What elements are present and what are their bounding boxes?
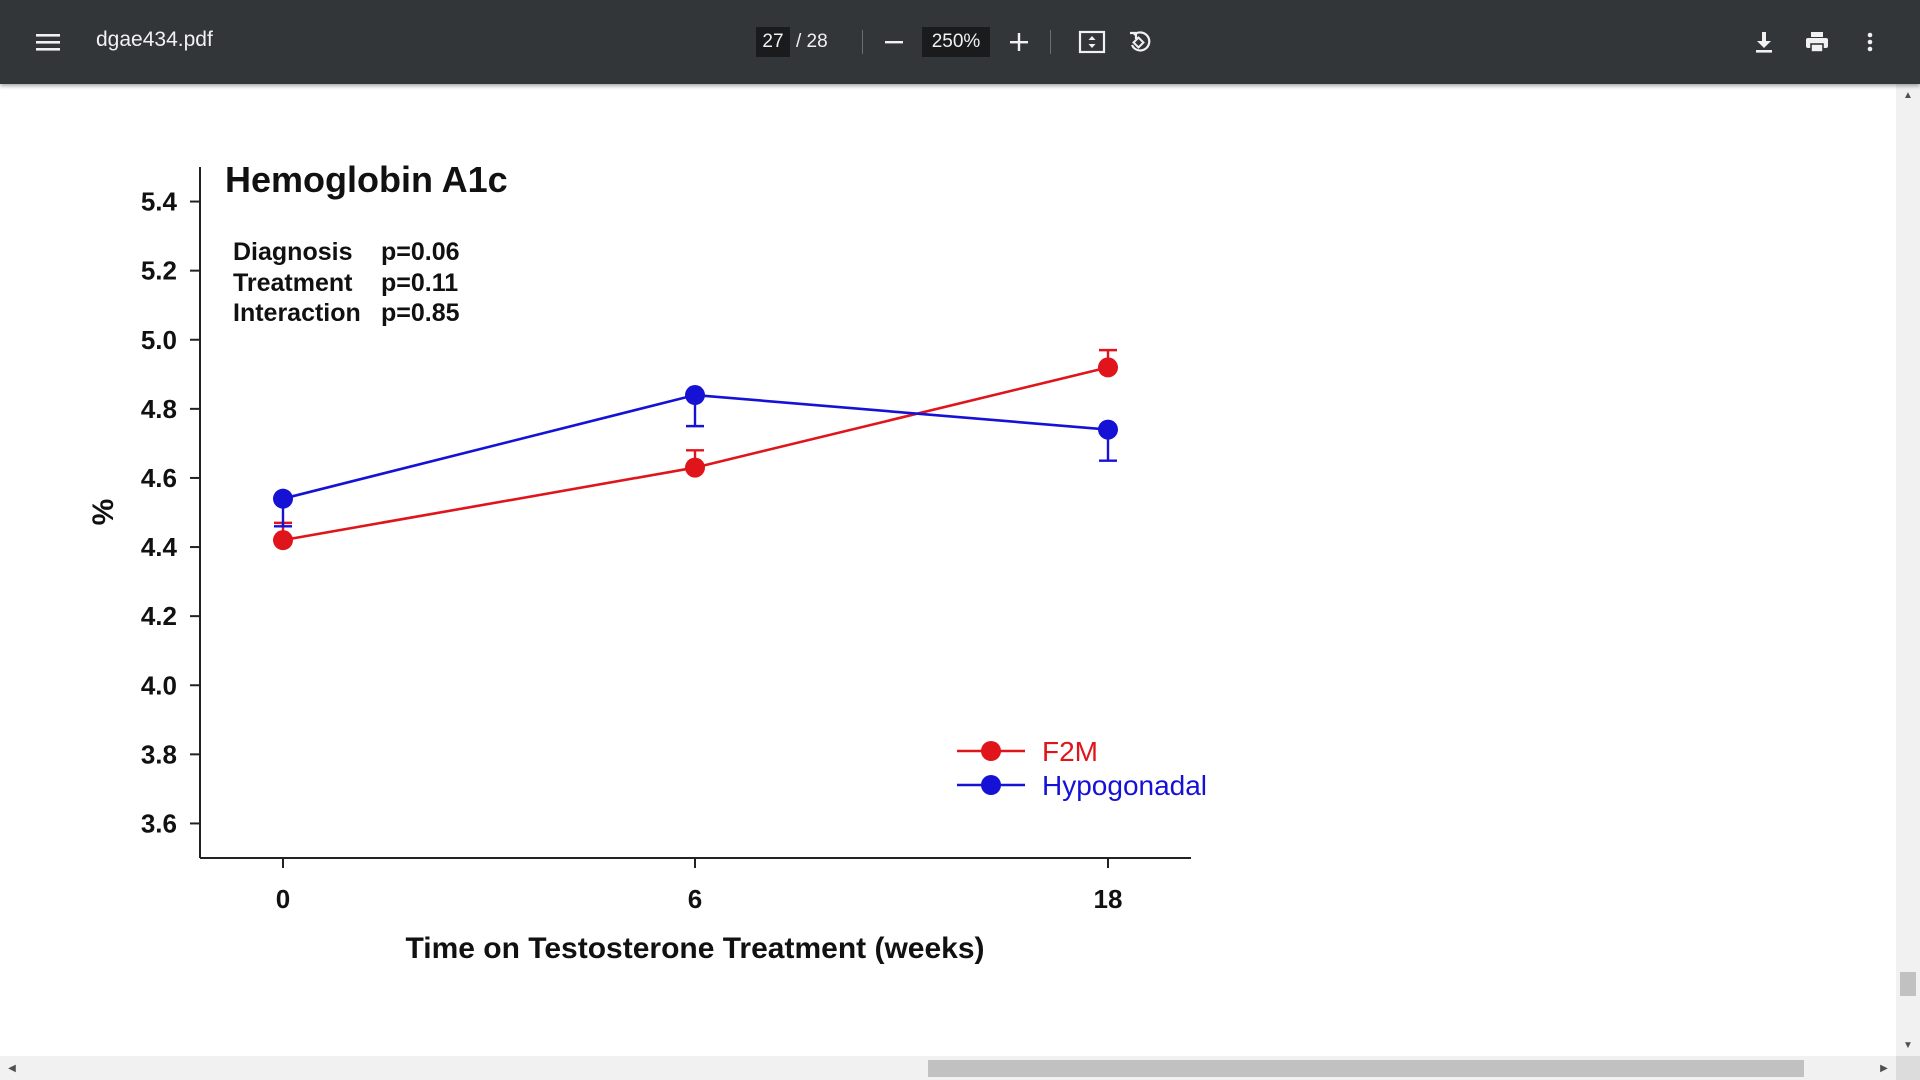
page-number-input[interactable] (756, 27, 790, 57)
y-tick-label: 4.8 (141, 394, 177, 424)
data-point-f2m (1098, 357, 1118, 378)
data-point-f2m (273, 530, 293, 551)
print-button[interactable] (1797, 22, 1837, 62)
stat-label-diagnosis: Diagnosis (233, 238, 352, 266)
hemoglobin-chart: Hemoglobin A1c Time on Testosterone Trea… (87, 159, 1207, 965)
data-point-hypogonadal (685, 385, 705, 406)
x-tick-label: 18 (1094, 884, 1123, 914)
horizontal-scrollbar[interactable]: ◀ ▶ (0, 1056, 1896, 1080)
zoom-in-icon (1010, 33, 1028, 51)
zoom-in-button[interactable] (999, 22, 1039, 62)
x-axis-label: Time on Testosterone Treatment (weeks) (405, 932, 984, 965)
more-options-button[interactable] (1850, 22, 1890, 62)
fit-page-icon (1078, 30, 1106, 54)
stat-value-treatment: p=0.11 (381, 269, 458, 297)
legend-marker (981, 741, 1001, 761)
chart-title: Hemoglobin A1c (225, 159, 508, 200)
document-title: dgae434.pdf (96, 28, 213, 51)
pdf-viewer-area[interactable]: Hemoglobin A1c Time on Testosterone Trea… (0, 84, 1896, 1056)
scrollbar-corner (1896, 1056, 1920, 1080)
rotate-button[interactable] (1120, 22, 1160, 62)
zoom-out-icon (885, 41, 903, 44)
download-icon (1756, 32, 1772, 53)
x-tick-label: 0 (276, 884, 290, 914)
y-tick-label: 5.2 (141, 256, 177, 286)
y-tick-label: 5.0 (141, 325, 177, 355)
y-tick-label: 3.6 (141, 808, 177, 838)
menu-icon (36, 34, 60, 51)
data-point-hypogonadal (1098, 419, 1118, 440)
print-icon (1806, 32, 1828, 53)
stat-label-treatment: Treatment (233, 269, 353, 297)
legend-marker (981, 775, 1001, 795)
scroll-right-arrow-icon[interactable]: ▶ (1880, 1062, 1888, 1074)
toolbar-divider (862, 30, 863, 54)
stat-value-interaction: p=0.85 (381, 299, 460, 327)
zoom-input[interactable] (922, 27, 990, 57)
scroll-down-arrow-icon[interactable]: ▼ (1903, 1039, 1913, 1051)
stat-label-interaction: Interaction (233, 299, 361, 327)
x-tick-label: 6 (688, 884, 702, 914)
page-total: / 28 (796, 31, 828, 52)
legend-label: Hypogonadal (1042, 770, 1207, 801)
y-tick-label: 5.4 (141, 187, 178, 217)
data-point-f2m (685, 457, 705, 478)
pdf-toolbar: dgae434.pdf / 28 (0, 0, 1920, 84)
data-point-hypogonadal (273, 488, 293, 509)
vertical-scroll-thumb[interactable] (1900, 972, 1916, 996)
fit-page-button[interactable] (1072, 22, 1112, 62)
scroll-left-arrow-icon[interactable]: ◀ (8, 1062, 16, 1074)
menu-button[interactable] (28, 22, 68, 62)
horizontal-scroll-thumb[interactable] (928, 1060, 1804, 1077)
download-button[interactable] (1744, 22, 1784, 62)
legend-label: F2M (1042, 736, 1098, 767)
y-tick-label: 4.0 (141, 670, 177, 700)
y-tick-label: 4.4 (141, 532, 178, 562)
y-axis-label: % (87, 499, 120, 526)
zoom-out-button[interactable] (874, 22, 914, 62)
scroll-up-arrow-icon[interactable]: ▲ (1903, 89, 1913, 101)
y-tick-label: 3.8 (141, 739, 177, 769)
vertical-scrollbar[interactable]: ▲ ▼ (1896, 84, 1920, 1056)
toolbar-divider (1050, 30, 1051, 54)
stat-value-diagnosis: p=0.06 (381, 238, 460, 266)
y-tick-label: 4.6 (141, 463, 177, 493)
rotate-icon (1130, 31, 1151, 52)
y-tick-label: 4.2 (141, 601, 177, 631)
more-options-icon (1867, 32, 1873, 52)
